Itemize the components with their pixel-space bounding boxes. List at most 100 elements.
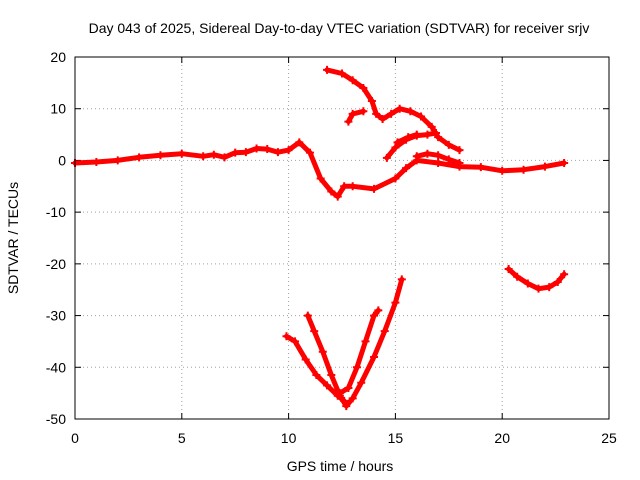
data-point xyxy=(348,76,357,85)
data-point xyxy=(444,140,453,149)
data-point xyxy=(342,402,351,411)
data-point xyxy=(434,151,443,160)
data-point xyxy=(427,122,436,131)
data-point xyxy=(352,363,361,372)
data-point xyxy=(391,143,400,152)
series-line xyxy=(337,307,381,396)
data-point xyxy=(476,163,485,172)
data-point xyxy=(305,148,314,157)
data-point xyxy=(397,275,406,284)
series-arc-main xyxy=(71,138,569,201)
data-point xyxy=(291,337,300,346)
data-point xyxy=(231,148,240,157)
data-point xyxy=(220,153,229,162)
data-point xyxy=(378,115,387,124)
data-point xyxy=(504,265,513,274)
data-point xyxy=(361,337,370,346)
x-tick-label: 20 xyxy=(494,430,510,446)
data-point xyxy=(348,182,357,191)
series-layer xyxy=(71,65,569,411)
data-point xyxy=(406,107,415,116)
data-point xyxy=(344,117,353,126)
y-tick-label: -20 xyxy=(46,256,66,272)
data-point xyxy=(391,298,400,307)
data-point xyxy=(273,148,282,157)
data-point xyxy=(423,149,432,158)
data-point xyxy=(434,133,443,142)
data-point xyxy=(498,166,507,175)
y-tick-label: -10 xyxy=(46,204,66,220)
series-arc-low2 xyxy=(303,275,406,411)
plot-frame xyxy=(74,56,610,420)
data-point xyxy=(303,311,312,320)
data-point xyxy=(199,152,208,161)
data-point xyxy=(545,283,554,292)
data-point xyxy=(374,306,383,315)
x-axis-title: GPS time / hours xyxy=(287,458,394,474)
series-line xyxy=(345,108,366,125)
data-point xyxy=(367,96,376,105)
data-point xyxy=(431,129,440,138)
data-point xyxy=(534,284,543,293)
data-point xyxy=(252,144,261,153)
data-point xyxy=(323,381,332,390)
data-point xyxy=(209,150,218,159)
data-point xyxy=(387,109,396,118)
data-point xyxy=(370,352,379,361)
data-point xyxy=(455,146,464,155)
data-point xyxy=(370,311,379,320)
data-point xyxy=(282,332,291,341)
series-arc-top xyxy=(323,65,464,155)
data-point xyxy=(417,112,426,121)
data-point xyxy=(513,272,522,281)
x-tick-label: 5 xyxy=(178,430,186,446)
data-point xyxy=(412,130,421,139)
grid xyxy=(75,57,609,419)
data-point xyxy=(380,327,389,336)
data-point xyxy=(560,270,569,279)
data-point xyxy=(357,378,366,387)
data-point xyxy=(344,383,353,392)
data-point xyxy=(310,327,319,336)
data-point xyxy=(340,182,349,191)
data-point xyxy=(333,192,342,201)
data-point xyxy=(348,109,357,118)
y-tick-label: -50 xyxy=(46,411,66,427)
y-tick-label: -40 xyxy=(46,359,66,375)
data-point xyxy=(382,153,391,162)
series-arc-mid1 xyxy=(344,107,368,126)
data-point xyxy=(553,277,562,286)
data-point xyxy=(312,371,321,380)
data-point xyxy=(391,174,400,183)
data-point xyxy=(359,107,368,116)
y-axis-title: SDTVAR / TECUs xyxy=(5,182,21,294)
data-point xyxy=(316,174,325,183)
data-point xyxy=(323,65,332,74)
data-point xyxy=(560,159,569,168)
data-point xyxy=(359,84,368,93)
data-point xyxy=(318,347,327,356)
data-point xyxy=(348,394,357,403)
data-point xyxy=(92,157,101,166)
data-point xyxy=(263,145,272,154)
x-tick-label: 15 xyxy=(388,430,404,446)
data-point xyxy=(327,187,336,196)
data-point xyxy=(241,148,250,157)
data-point xyxy=(402,164,411,173)
data-point xyxy=(519,165,528,174)
y-tick-label: 10 xyxy=(50,101,66,117)
data-point xyxy=(412,152,421,161)
data-point xyxy=(113,156,122,165)
x-tick-label: 10 xyxy=(281,430,297,446)
series-arc-mid3 xyxy=(393,130,421,147)
data-point xyxy=(395,104,404,113)
y-tick-label: 20 xyxy=(50,49,66,65)
y-tick-label: 0 xyxy=(58,152,66,168)
series-arc-right xyxy=(504,265,569,293)
series-arc-mid4 xyxy=(412,149,464,168)
data-point xyxy=(523,279,532,288)
data-point xyxy=(135,153,144,162)
series-line xyxy=(305,276,405,409)
x-tick-label: 0 xyxy=(71,430,79,446)
